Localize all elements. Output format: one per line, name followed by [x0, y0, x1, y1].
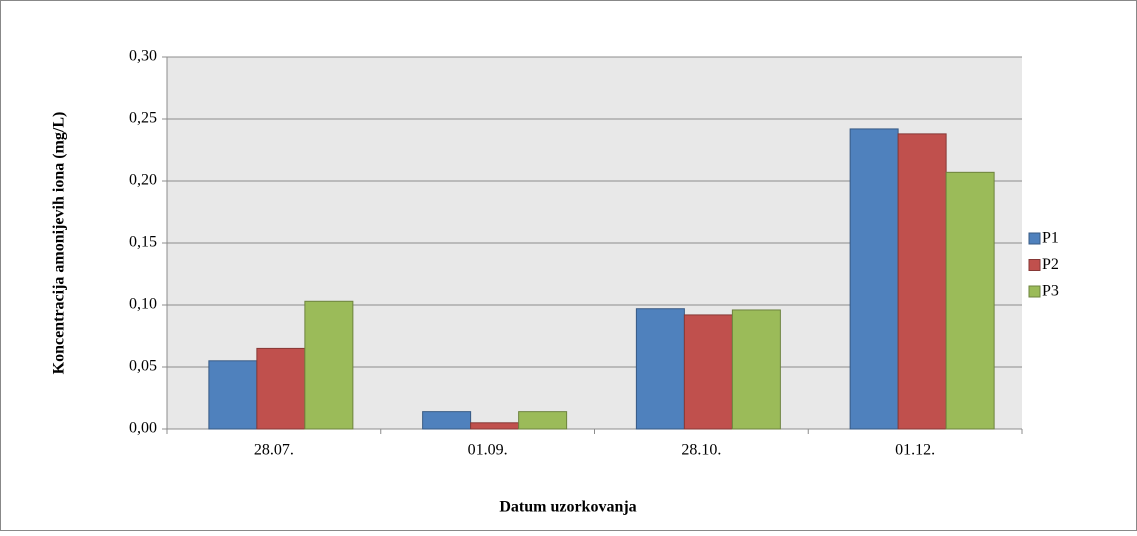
bar	[731, 309, 781, 430]
legend-swatch	[1028, 285, 1041, 298]
legend-label: P2	[1042, 256, 1059, 273]
bar	[518, 411, 568, 430]
y-tick-label: 0,25	[129, 110, 157, 127]
y-axis-title: Koncentracija amonijevih iona (mg/L)	[51, 112, 68, 375]
legend-swatch	[1028, 232, 1041, 245]
bar	[683, 314, 733, 430]
x-tick-label: 28.10.	[681, 442, 721, 459]
bar	[897, 133, 947, 430]
bar	[256, 347, 306, 430]
y-tick-label: 0,00	[129, 420, 157, 437]
legend-label: P1	[1042, 230, 1059, 247]
legend-label: P3	[1042, 283, 1059, 300]
y-tick-label: 0,10	[129, 296, 157, 313]
y-tick-label: 0,05	[129, 358, 157, 375]
bar	[208, 360, 258, 430]
x-tick-label: 28.07.	[254, 442, 294, 459]
legend-swatch	[1028, 259, 1041, 271]
bar	[635, 308, 685, 430]
bar	[304, 300, 354, 430]
x-axis-title: Datum uzorkovanja	[499, 499, 636, 516]
bar	[945, 171, 995, 430]
y-tick-label: 0,15	[129, 234, 157, 251]
x-tick-label: 01.12.	[895, 442, 935, 459]
y-tick-label: 0,20	[129, 172, 157, 189]
bar	[849, 128, 899, 430]
y-tick-label: 0,30	[129, 48, 157, 65]
bar	[470, 422, 520, 430]
bar	[422, 411, 472, 430]
x-tick-label: 01.09.	[468, 442, 508, 459]
